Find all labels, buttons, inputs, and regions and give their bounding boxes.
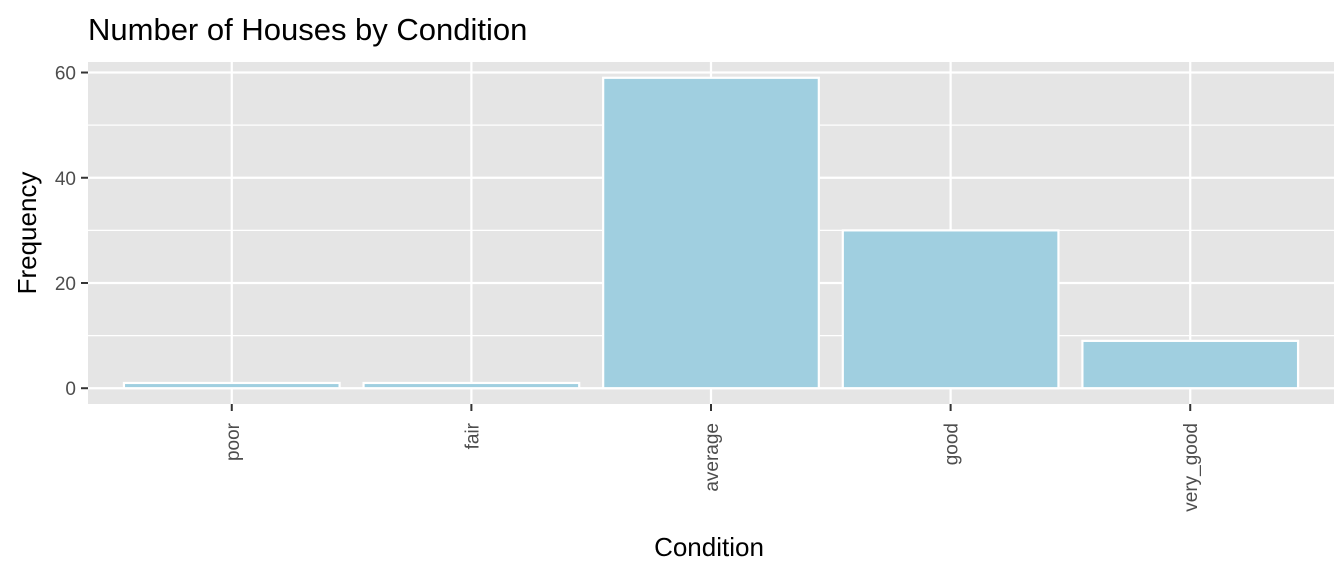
x-tick-label-good: good [942,423,963,465]
bar-very_good [1081,339,1300,390]
bar-poor [122,381,341,390]
y-axis-title: Frequency [12,172,42,295]
y-tick-label: 60 [55,64,76,85]
chart-title: Number of Houses by Condition [88,12,527,47]
bar-fair [362,381,581,390]
y-tick-label: 0 [65,379,76,400]
x-tick-label-average: average [702,423,723,492]
x-axis-title: Condition [654,532,764,562]
x-tick-label-fair: fair [462,422,483,449]
bars [122,76,1300,390]
bar-good [841,229,1060,390]
y-axis: 0 20 40 60 [55,64,88,400]
bar-average [602,76,820,390]
x-tick-label-very_good: very_good [1181,423,1202,512]
y-tick-label: 40 [55,169,76,190]
x-axis: poor fair average good very_good [223,404,1202,512]
y-tick-label: 20 [55,274,76,295]
x-tick-label-poor: poor [223,422,244,461]
